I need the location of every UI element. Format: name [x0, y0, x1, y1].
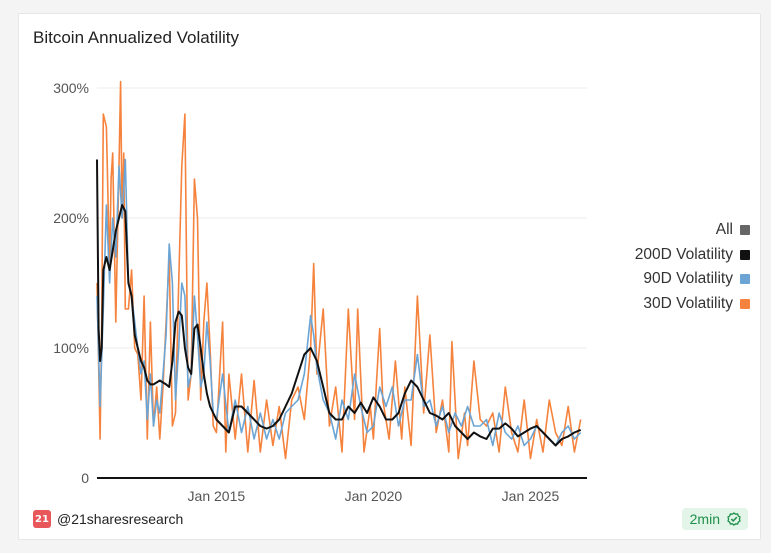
y-tick-label: 100% — [53, 340, 89, 356]
legend-item-200d[interactable]: 200D Volatility — [635, 243, 750, 268]
legend-item-30d[interactable]: 30D Volatility — [635, 292, 750, 317]
read-time-label: 2min — [689, 511, 720, 527]
legend-item-all[interactable]: All — [635, 218, 750, 243]
legend-item-90d[interactable]: 90D Volatility — [635, 267, 750, 292]
chart-legend: All 200D Volatility 90D Volatility 30D V… — [635, 218, 750, 316]
source-handle[interactable]: @21sharesresearch — [57, 511, 184, 527]
x-tick-label: Jan 2015 — [188, 488, 246, 504]
legend-label-200d: 200D Volatility — [634, 245, 733, 263]
y-axis-ticks: 0 100% 200% 300% — [53, 80, 89, 486]
series-lines — [96, 80, 582, 460]
verified-check-icon — [727, 512, 741, 526]
legend-swatch-200d — [740, 249, 750, 260]
legend-swatch-all — [740, 225, 750, 236]
y-tick-label: 0 — [81, 470, 89, 486]
legend-swatch-30d — [740, 298, 750, 309]
legend-label-90d: 90D Volatility — [643, 270, 733, 288]
series-line-200d-volatility — [96, 159, 582, 447]
source-footer[interactable]: 21 @21sharesresearch — [33, 510, 183, 528]
y-tick-label: 200% — [53, 210, 89, 226]
series-line-90d-volatility — [96, 158, 582, 447]
x-tick-label: Jan 2025 — [502, 488, 560, 504]
read-time-badge: 2min — [681, 508, 748, 530]
x-axis-ticks: Jan 2015 Jan 2020 Jan 2025 — [188, 488, 560, 504]
chart-card: Bitcoin Annualized Volatility 0 100% 200% 3… — [18, 13, 761, 540]
series-line-30d-volatility — [96, 80, 582, 460]
y-tick-label: 300% — [53, 80, 89, 96]
21shares-logo: 21 — [33, 510, 51, 528]
legend-label-all: All — [715, 221, 733, 239]
x-tick-label: Jan 2020 — [345, 488, 403, 504]
chart-title: Bitcoin Annualized Volatility — [33, 28, 240, 47]
legend-label-30d: 30D Volatility — [643, 294, 733, 312]
legend-swatch-90d — [740, 274, 750, 285]
volatility-line-chart: 0 100% 200% 300% Jan 2015 Jan 2020 Jan 2025 — [53, 80, 587, 504]
